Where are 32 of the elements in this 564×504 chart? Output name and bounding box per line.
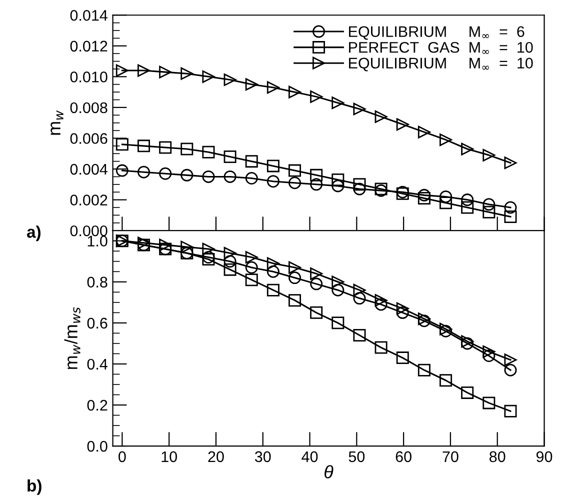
x-tick-label: 20	[208, 451, 224, 462]
y-tick-label: 0.6	[87, 318, 108, 329]
x-tick-label: 40	[302, 451, 318, 462]
y-tick-label: 0.004	[70, 164, 108, 175]
legend-label: EQUILIBRIUM M$_{∞}$ = 6	[349, 26, 524, 40]
y-tick-label: 0.008	[70, 102, 108, 114]
y-tick-label: 0.8	[87, 276, 108, 288]
y-axis-title: m$_{w}$/m$_{ws}$	[64, 307, 80, 369]
y-tick-label: 1.0	[88, 236, 108, 247]
y-tick-label: 0.010	[70, 72, 108, 82]
text: b)	[28, 479, 42, 495]
x-tick-label: 10	[162, 451, 177, 462]
x-tick-label: 60	[396, 451, 412, 462]
x-tick-label: 80	[490, 451, 506, 462]
x-tick-label: 90	[536, 451, 552, 462]
legend-label: PERFECT GAS M$_{∞}$ = 10	[349, 42, 533, 54]
x-tick-label: 30	[254, 451, 271, 462]
y-tick-label: 0.4	[87, 358, 108, 370]
x-tick-label: 0	[118, 451, 126, 462]
y-tick-label: 0.2	[87, 400, 108, 411]
legend-label: EQUILIBRIUM M$_{∞}$ = 10	[349, 58, 533, 72]
y-tick-label: 0.014	[70, 10, 108, 21]
x-tick-label: 50	[348, 451, 365, 462]
y-tick-label: 0.006	[70, 133, 108, 144]
y-axis-title: m$_{w}$	[50, 110, 64, 135]
text: a)	[27, 226, 40, 242]
y-tick-label: 0.0	[87, 440, 108, 452]
x-tick-label: 70	[442, 451, 458, 462]
y-tick-label: 0.000	[70, 225, 108, 236]
y-tick-label: 0.012	[70, 40, 108, 52]
y-tick-label: 0.002	[70, 194, 108, 206]
x-axis-title: θ	[324, 465, 334, 478]
